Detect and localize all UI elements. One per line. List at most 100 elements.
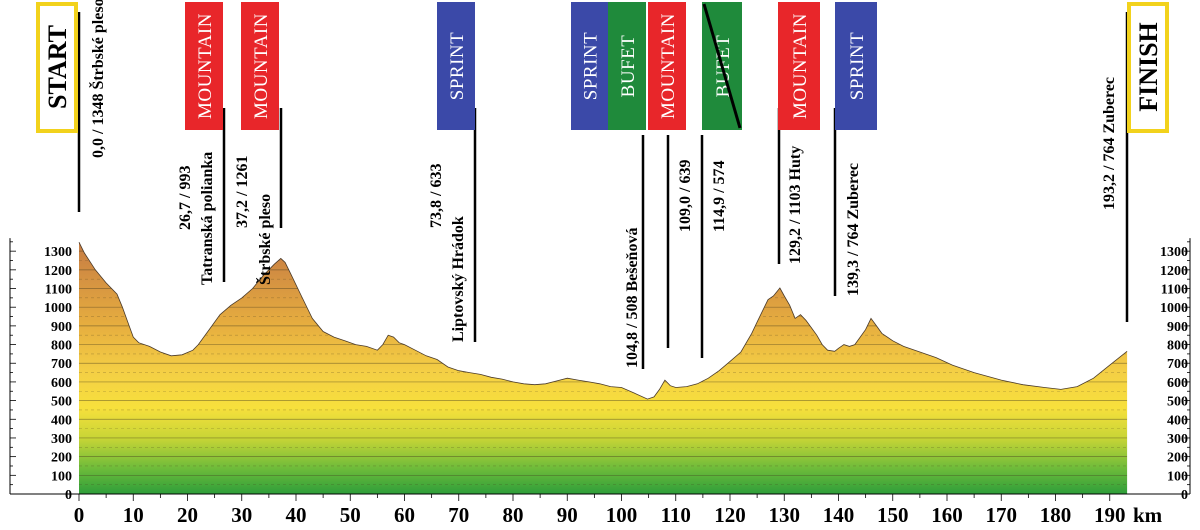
y-tick-label-right: 800	[1167, 339, 1188, 354]
waypoint-label: 139,3 / 764 Zuberec	[845, 163, 862, 296]
x-tick-label: 180	[1040, 503, 1072, 527]
tag-mountain: MOUNTAIN	[648, 2, 686, 130]
sprint-tag-box	[571, 2, 608, 130]
sprint-tag-box	[437, 2, 475, 130]
profile-area	[78, 242, 1128, 494]
y-tick-label-left: 400	[51, 413, 72, 428]
mountain-tag-label: MOUNTAIN	[195, 13, 216, 119]
y-tick-label-right: 0	[1181, 488, 1188, 503]
y-tick-label-left: 1100	[45, 283, 72, 298]
tag-sprint: SPRINT	[571, 2, 608, 130]
sprint-tag-label: SPRINT	[581, 32, 602, 100]
bufet-cancel-stroke	[702, 3, 742, 129]
y-tick-label-right: 500	[1167, 395, 1188, 410]
waypoint-label: 0,0 / 1348 Štrbské pleso	[88, 0, 107, 158]
y-tick-label-left: 200	[51, 451, 72, 466]
waypoint-label: 109,0 / 639	[677, 160, 694, 232]
tag-sprint: SPRINT	[437, 2, 475, 130]
x-tick-label: 10	[123, 503, 144, 527]
y-tick-label-right: 300	[1167, 432, 1188, 447]
x-tick-label: 140	[823, 503, 855, 527]
tag-bufet: BUFET	[608, 2, 646, 130]
category-tags: MOUNTAIN MOUNTAIN SPRINT SPRINT BUFET MOUNTAI…	[185, 2, 877, 130]
x-tick-label: 190	[1094, 503, 1126, 527]
finish-box-border	[1127, 2, 1169, 133]
waypoint-label: 73,8 / 633	[428, 164, 445, 228]
y-tick-label-left: 1000	[44, 301, 72, 316]
start-box-border	[36, 2, 78, 133]
x-unit-label: km	[1133, 503, 1163, 527]
bufet-tag-label: BUFET	[618, 35, 639, 98]
waypoint-label: 129,2 / 1103 Huty	[787, 146, 804, 264]
start-label: START	[43, 25, 72, 109]
y-tick-label-right: 1000	[1160, 301, 1188, 316]
mountain-tag-box	[185, 2, 223, 130]
finish-label: FINISH	[1134, 22, 1163, 112]
tag-bufet: BUFET	[702, 2, 742, 130]
mountain-tag-box	[778, 2, 820, 130]
x-tick-label: 80	[503, 503, 524, 527]
sprint-tag-box	[835, 2, 877, 130]
y-tick-label-right: 1100	[1161, 283, 1188, 298]
y-tick-label-left: 600	[51, 376, 72, 391]
y-tick-label-right: 200	[1167, 451, 1188, 466]
sprint-tag-label: SPRINT	[447, 32, 468, 100]
tag-mountain: MOUNTAIN	[185, 2, 223, 130]
tag-mountain: MOUNTAIN	[778, 2, 820, 130]
tag-mountain: MOUNTAIN	[241, 2, 279, 130]
bufet-tag-box	[608, 2, 646, 130]
sprint-tag-label: SPRINT	[847, 32, 868, 100]
waypoint-label: 193,2 / 764 Zuberec	[1101, 77, 1118, 210]
mountain-tag-box	[241, 2, 279, 130]
y-tick-label-left: 500	[51, 395, 72, 410]
mountain-tag-label: MOUNTAIN	[251, 13, 272, 119]
x-tick-label: 20	[177, 503, 198, 527]
finish-label-box: FINISH	[1127, 2, 1169, 133]
y-tick-label-left: 0	[65, 488, 72, 503]
x-tick-label: 120	[714, 503, 746, 527]
x-tick-label: 110	[661, 503, 691, 527]
elevation-fill	[79, 242, 1128, 494]
y-tick-label-left: 1300	[44, 245, 72, 260]
y-tick-label-left: 800	[51, 339, 72, 354]
x-tick-label: 170	[986, 503, 1018, 527]
waypoint-place-label: Liptovský Hrádok	[450, 216, 467, 342]
x-tick-label: 100	[606, 503, 638, 527]
y-tick-label-right: 700	[1167, 357, 1188, 372]
y-tick-label-left: 100	[51, 469, 72, 484]
x-tick-label: 50	[340, 503, 361, 527]
x-tick-label: 160	[931, 503, 963, 527]
mountain-tag-label: MOUNTAIN	[658, 13, 679, 119]
x-tick-label: 150	[877, 503, 909, 527]
y-tick-label-left: 300	[51, 432, 72, 447]
waypoint-place-label: Tatranská polianka	[199, 152, 216, 285]
x-tick-label: 70	[448, 503, 469, 527]
x-tick-label: 60	[394, 503, 415, 527]
x-tick-label: 40	[286, 503, 307, 527]
x-tick-label: 30	[231, 503, 252, 527]
tag-sprint: SPRINT	[835, 2, 877, 130]
y-tick-label-right: 1300	[1160, 245, 1188, 260]
waypoint-label: 114,9 / 574	[711, 160, 728, 232]
start-label-box: START	[36, 2, 78, 133]
y-tick-label-right: 100	[1167, 469, 1188, 484]
y-tick-label-left: 700	[51, 357, 72, 372]
start-finish-labels: START FINISH	[36, 2, 1169, 133]
y-tick-label-left: 1200	[44, 264, 72, 279]
y-tick-label-left: 900	[51, 320, 72, 335]
waypoint-label: 104,8 / 508 Bešeňová	[624, 228, 641, 368]
y-tick-label-right: 600	[1167, 376, 1188, 391]
waypoint-label: 37,2 / 1261	[234, 156, 251, 228]
y-tick-label-right: 400	[1167, 413, 1188, 428]
x-tick-label: 0	[74, 503, 85, 527]
mountain-tag-label: MOUNTAIN	[790, 13, 811, 119]
waypoint-place-label: Štrbské pleso	[255, 194, 274, 285]
waypoint-label: 26,7 / 993	[177, 166, 194, 230]
y-tick-label-right: 900	[1167, 320, 1188, 335]
x-tick-label: 90	[557, 503, 578, 527]
elevation-line	[78, 242, 1128, 400]
y-tick-label-right: 1200	[1160, 264, 1188, 279]
mountain-tag-box	[648, 2, 686, 130]
